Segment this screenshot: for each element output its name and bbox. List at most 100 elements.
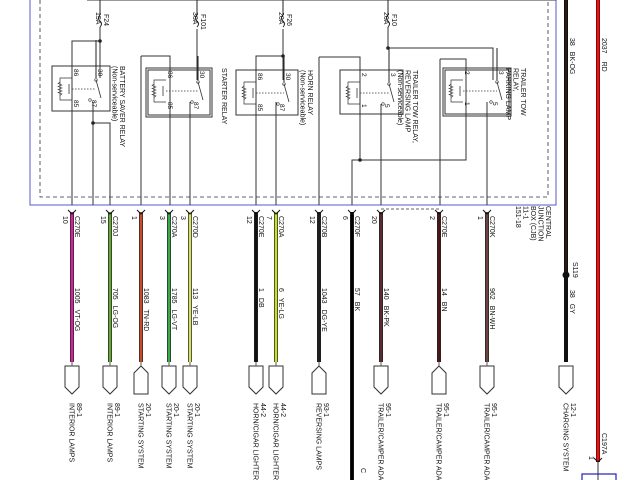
circuit-number: 140 (382, 288, 389, 300)
switch-contact (190, 100, 194, 104)
wire-1083-tn-rd: 1 1083 TN-RD 20-1STARTING SYSTEM (130, 209, 152, 469)
connector-label-line: C270J (111, 216, 118, 236)
relay-inner-box (444, 69, 510, 115)
relay-pin-label-line: 85 (256, 104, 263, 112)
circuit-color: BK-PK (382, 306, 389, 327)
coil-icon (57, 81, 63, 96)
fuse-id-line: F24 (102, 14, 109, 26)
relay-inner-box (147, 69, 211, 116)
relay-pin-label-line: 1 (360, 104, 367, 108)
wire-power: 2037 RD C197A 1 (581, 0, 617, 480)
splice-dot (281, 54, 285, 58)
pin-label: 1 (587, 456, 594, 460)
destination-label: 95-1TRAILER/CAMPER ADAPTER (377, 403, 392, 480)
fuse-rating-line: 20A (382, 12, 389, 25)
pin-label-line: 1 (476, 216, 483, 220)
relay-pin-label-line: 5 (383, 104, 390, 108)
connector-label: C270A (277, 216, 284, 238)
relay-pin-label-line: 87 (278, 104, 285, 112)
circuit-label: 6 YE-LG (277, 288, 284, 319)
component-connector-icon (268, 365, 284, 395)
splice-dot (91, 121, 95, 125)
relay-pin-label: 30 (198, 71, 205, 79)
switch-contact (88, 98, 92, 102)
connector-label-line: C270E (73, 216, 80, 238)
connector-arrow-icon (185, 209, 195, 215)
destination-label-line: 93-1 (322, 403, 329, 417)
relay-pin-label: 30 (284, 73, 291, 81)
destination-label: 20-1STARTING SYSTEM (165, 403, 180, 469)
internal-wire (255, 29, 284, 205)
circuit-number: 1043 (320, 288, 327, 304)
circuit-number: 962 (488, 288, 495, 300)
circuit-label-line: 57 BK (353, 288, 360, 311)
connector-label-line: C270E (257, 216, 264, 238)
destination-label: 93-1REVERSING LAMPS (315, 403, 330, 470)
relay-name: TRAILER TOWRELAY,PARKING LAMP (504, 68, 526, 120)
destination-label: 20-1STARTING SYSTEM (137, 403, 152, 469)
component-connector-icon (182, 365, 198, 395)
relay-name: BATTERY SAVER RELAY(Non-serviceable) (111, 66, 126, 147)
junction-box-label-line: CENTRAL (544, 206, 551, 239)
circuit-label-line: 1043 DG-YE (320, 288, 327, 332)
pin-label-line: 6 (341, 216, 348, 220)
coil-icon (345, 85, 351, 100)
circuit-color: BN (440, 302, 447, 312)
relay-pin-label: 5 (491, 102, 498, 106)
wire-113-ye-lb: C270D 3 113 YE-LB 20-1STARTING SYSTEM (179, 209, 200, 469)
connector-arrow-icon (136, 209, 146, 215)
circuit-label: 962 BN-WH (488, 288, 495, 329)
circuit-color: DB (257, 298, 264, 308)
splice-dot (358, 158, 362, 162)
destination-label-line: 20-1 (172, 403, 179, 417)
circuit-color: BK (353, 302, 360, 312)
destination-label-line: TRAILER/CAMPER ADAPTER (377, 403, 384, 480)
connector-arrow-icon (482, 209, 492, 215)
connector-label: C270E (73, 216, 80, 238)
destination-label-line: 95-1 (384, 403, 391, 417)
connector-c197a-box (581, 473, 617, 480)
circuit-label-line: 962 BN-WH (488, 288, 495, 329)
circuit-color: YE-LG (277, 298, 284, 319)
destination-label: 44-2HORN/CIGAR LIGHTER (252, 403, 267, 480)
switch-contact (489, 100, 493, 104)
connector-label-line: C270A (170, 216, 177, 238)
internal-wire (360, 58, 467, 161)
circuit-color: BN-WH (488, 306, 495, 330)
relay-pin-label: 86 (72, 69, 79, 77)
pin-label: 12 (245, 216, 252, 224)
connector-label: C270E (440, 216, 447, 238)
component-connector-icon (133, 365, 149, 395)
switch-icon (95, 79, 102, 99)
destination-label-line: REVERSING LAMPS (315, 403, 322, 470)
destination-label: 12-1CHARGING SYSTEM (562, 403, 577, 472)
wire-962-bn-wh: C270K 1 962 BN-WH 95-1TRAILER/CAMPER ADAPTER (476, 209, 497, 480)
fuse-icon (386, 14, 390, 28)
circuit-label: 38 BK-OG (568, 38, 575, 74)
junction-box-dashed-boundary (39, 0, 549, 198)
destination-label-line: STARTING SYSTEM (186, 403, 193, 469)
destination-label: 44-2HORN/CIGAR LIGHTER (272, 403, 287, 480)
component-connector-icon (248, 365, 264, 395)
fuse-id-line: F26 (285, 14, 292, 26)
circuit-label-line: 140 BK-PK (382, 288, 389, 327)
connector-label: C270J (111, 216, 118, 236)
pin-label: 20 (370, 216, 377, 224)
relay-pin-label: 1 (360, 104, 367, 108)
internal-wire (388, 47, 494, 80)
pin-label: 15 (99, 216, 106, 224)
connector-arrow-icon (105, 209, 115, 215)
destination-label-line: TRAILER/CAMPER ADAPTER (435, 403, 442, 480)
coil-icon (448, 83, 454, 98)
pin-label-line: 1 (130, 216, 137, 220)
pin-label-line: 2 (428, 216, 435, 220)
pin-label: 3 (179, 216, 186, 220)
splice-s119-icon (562, 271, 570, 279)
pin-label-line: 20 (370, 216, 377, 224)
circuit-color: TN-RD (142, 310, 149, 332)
component-connector-icon (373, 365, 389, 395)
pin-label-line: 3 (158, 216, 165, 220)
